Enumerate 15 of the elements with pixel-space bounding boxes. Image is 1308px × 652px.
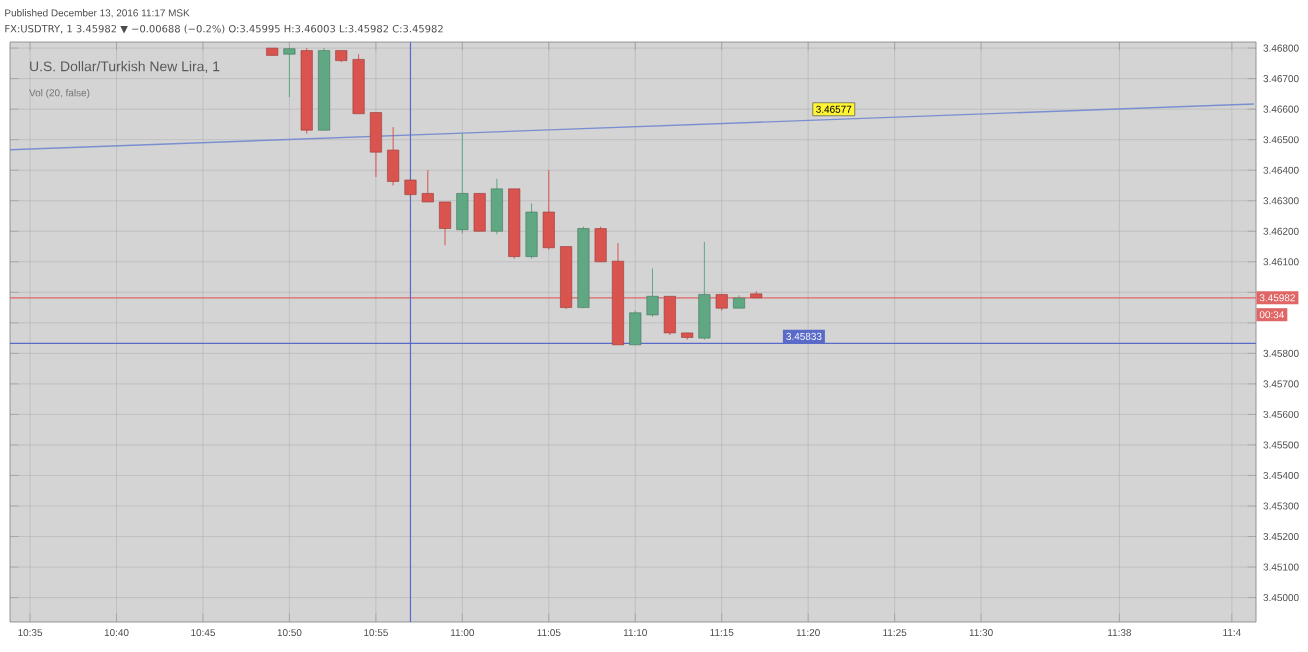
candlestick [283, 47, 296, 98]
candlestick [456, 133, 469, 234]
candlestick [698, 241, 711, 341]
candlestick [646, 268, 659, 318]
candlestick [594, 226, 607, 263]
candlestick [663, 295, 676, 336]
candlestick [490, 178, 503, 235]
candlestick [439, 201, 452, 246]
candlestick [473, 192, 486, 232]
candlestick [369, 112, 382, 178]
candlestick [387, 126, 400, 186]
candlestick [421, 169, 434, 203]
candlestick [542, 169, 555, 251]
candlestick [629, 310, 642, 346]
candlestick [525, 202, 538, 260]
